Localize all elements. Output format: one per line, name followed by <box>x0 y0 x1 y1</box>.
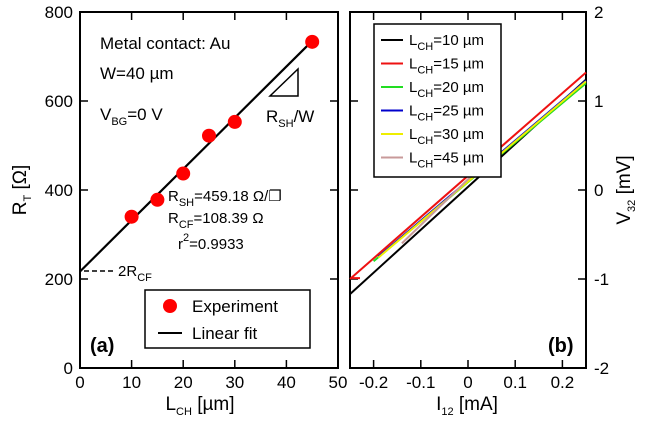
legend-label-6: LCH=45 µm <box>409 150 484 171</box>
x-tick-label: 30 <box>225 373 244 392</box>
width-annotation: W=40 µm <box>100 64 174 83</box>
y-tick-label: -2 <box>594 359 609 378</box>
legend-label-1: LCH=10 µm <box>409 32 484 53</box>
rcf-annotation: RCF=108.39 Ω <box>168 210 264 231</box>
r-squared-annotation: r2=0.9933 <box>178 232 244 253</box>
y-tick-label: 1 <box>594 92 603 111</box>
experiment-point <box>202 128 216 143</box>
experiment-point <box>124 209 139 224</box>
panel-b-y-axis-label: V32 [mV] <box>614 155 638 224</box>
x-tick-label: -0.2 <box>359 373 388 392</box>
panel-a-ticks: 0 10 20 30 40 50 0 200 400 600 800 <box>45 3 348 392</box>
panel-b-ticks: -0.2 -0.1 0 0.1 0.2 -2 -1 0 1 2 <box>350 3 609 392</box>
y-tick-label: 0 <box>64 359 73 378</box>
rsh-annotation: RSH=459.18 Ω/❐ <box>168 188 282 209</box>
x-tick-label: -0.1 <box>406 373 435 392</box>
x-tick-label: 0.2 <box>551 373 575 392</box>
panel-a-fit-layer <box>79 40 313 273</box>
x-tick-label: 50 <box>329 373 348 392</box>
legend-label-4: LCH=25 µm <box>409 103 484 124</box>
linear-fit-line <box>79 40 313 273</box>
experiment-point <box>150 192 165 207</box>
x-tick-label: 0 <box>75 373 84 392</box>
legend-box <box>373 23 502 178</box>
legend-label-experiment: Experiment <box>192 297 278 316</box>
y-tick-label: 2 <box>594 3 603 22</box>
x-tick-label: 10 <box>122 373 141 392</box>
panel-a: 0 10 20 30 40 50 0 200 400 600 800 Metal contact: … <box>10 3 347 418</box>
panel-a-label: (a) <box>90 335 114 357</box>
legend-marker-experiment <box>163 299 177 313</box>
panel-a-x-axis-label: LCH [µm] <box>165 394 234 418</box>
y-tick-label: 800 <box>45 3 73 22</box>
legend-label-2: LCH=15 µm <box>409 56 484 77</box>
panel-b-label: (b) <box>548 335 574 357</box>
experiment-point <box>305 34 320 49</box>
y-tick-label: 0 <box>594 181 603 200</box>
vbg-annotation: VBG=0 V <box>100 105 163 128</box>
x-tick-label: 0 <box>463 373 472 392</box>
panel-b-x-axis-label: I12 [mA] <box>436 394 498 418</box>
x-tick-label: 20 <box>174 373 193 392</box>
y-tick-label: 400 <box>45 181 73 200</box>
intercept-annotation: 2RCF <box>118 263 152 284</box>
legend-label-3: LCH=20 µm <box>409 79 484 100</box>
panel-a-points-layer <box>124 34 320 224</box>
legend-label-linear-fit: Linear fit <box>192 324 257 343</box>
panel-b: -0.2 -0.1 0 0.1 0.2 -2 -1 0 1 2 LCH=10 µm LCH=15 µ… <box>349 3 638 418</box>
y-tick-label: -1 <box>594 270 609 289</box>
slope-triangle <box>268 67 299 97</box>
panel-a-y-axis-label: RT [Ω] <box>10 165 34 216</box>
panel-a-legend: Experiment Linear fit <box>144 289 311 349</box>
legend-label-5: LCH=30 µm <box>409 126 484 147</box>
experiment-point <box>176 166 191 181</box>
x-tick-label: 40 <box>277 373 296 392</box>
y-tick-label: 200 <box>45 270 73 289</box>
metal-contact-annotation: Metal contact: Au <box>100 34 230 53</box>
y-tick-label: 600 <box>45 92 73 111</box>
experiment-point <box>227 114 242 129</box>
x-tick-label: 0.1 <box>503 373 527 392</box>
slope-annotation: RSH/W <box>266 107 314 130</box>
